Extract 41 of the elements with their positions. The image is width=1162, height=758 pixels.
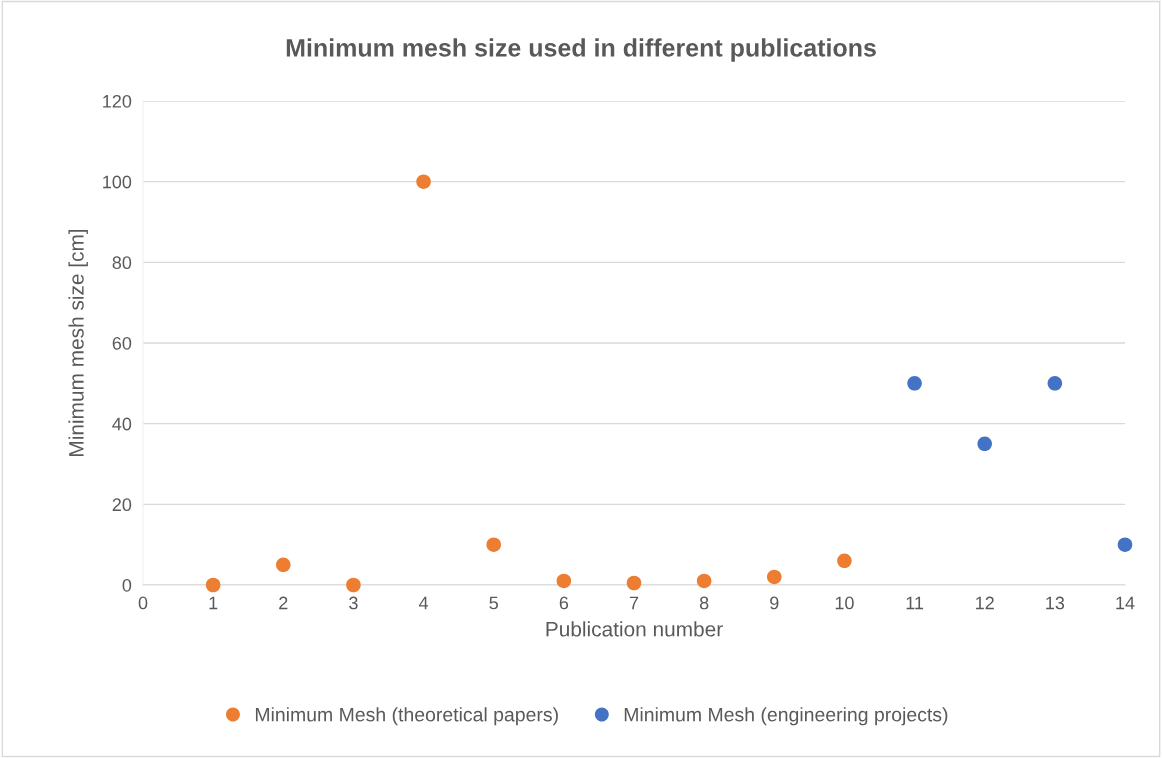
point — [486, 537, 501, 552]
x-axis-title: Publication number — [546, 621, 723, 637]
x-tick-label: 2 — [279, 596, 288, 610]
y-tick-label: 80 — [112, 256, 132, 270]
x-tick-label: 0 — [138, 596, 148, 610]
point — [416, 174, 431, 189]
x-tick-label: 5 — [489, 596, 498, 610]
point — [346, 577, 361, 593]
x-tick-label: 9 — [770, 596, 779, 610]
point — [1117, 537, 1133, 552]
x-tick-label: 8 — [699, 596, 709, 610]
point — [907, 376, 922, 391]
x-tick-label: 10 — [835, 596, 854, 610]
point — [977, 436, 992, 452]
point — [696, 573, 712, 589]
legend-label: Minimum Mesh (engineering projects) — [624, 707, 948, 726]
x-tick-label: 4 — [418, 596, 429, 610]
x-tick-label: 1 — [209, 596, 218, 610]
x-tick-label: 11 — [906, 596, 924, 610]
chart-title: Minimum mesh size used in different publications — [286, 38, 876, 62]
point — [837, 553, 852, 569]
x-tick-label: 12 — [976, 596, 994, 610]
y-tick-label: 60 — [112, 336, 132, 350]
x-tick-label: 6 — [559, 596, 569, 610]
y-tick-label: 20 — [112, 498, 132, 512]
point — [556, 573, 572, 589]
x-tick-label: 7 — [629, 596, 639, 610]
x-tick-label: 14 — [1116, 596, 1135, 610]
y-tick-label: 100 — [103, 175, 132, 189]
point — [626, 575, 642, 591]
y-tick-label: 120 — [103, 94, 132, 108]
y-tick-label: 0 — [122, 578, 132, 592]
point — [1047, 376, 1063, 391]
point — [205, 577, 221, 593]
point — [276, 557, 291, 573]
y-axis-title: Minimum mesh size [cm] — [68, 229, 88, 456]
y-tick-label: 40 — [112, 417, 132, 431]
point — [767, 569, 782, 585]
legend-label: Minimum Mesh (theoretical papers) — [255, 707, 558, 726]
x-tick-label: 13 — [1046, 596, 1065, 610]
x-tick-label: 3 — [349, 596, 358, 610]
